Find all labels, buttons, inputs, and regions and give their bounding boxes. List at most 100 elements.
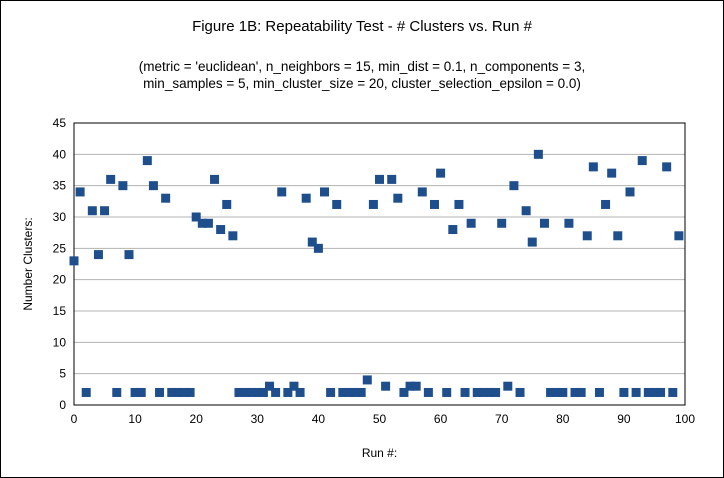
y-tick-label: 25 (53, 241, 67, 255)
data-point (539, 218, 549, 228)
data-point (637, 156, 647, 166)
x-tick-label: 20 (190, 412, 204, 426)
x-tick-label: 100 (675, 412, 695, 426)
data-point (521, 206, 531, 216)
data-point (381, 381, 391, 391)
data-point (509, 181, 519, 191)
data-point (552, 387, 562, 397)
x-axis-label: Run #: (362, 446, 397, 460)
data-point (240, 387, 250, 397)
data-point (631, 387, 641, 397)
data-point (155, 387, 165, 397)
data-point (75, 187, 85, 197)
data-point (179, 387, 189, 397)
data-point (423, 387, 433, 397)
data-point (607, 168, 617, 178)
data-point (576, 387, 586, 397)
y-tick-label: 0 (59, 398, 66, 412)
data-point (625, 187, 635, 197)
data-point (356, 387, 366, 397)
data-point (411, 381, 421, 391)
x-tick-label: 10 (128, 412, 142, 426)
data-point (93, 250, 103, 260)
data-point (656, 387, 666, 397)
data-point (368, 199, 378, 209)
data-point (148, 181, 158, 191)
data-point (197, 218, 207, 228)
y-tick-label: 30 (53, 210, 67, 224)
data-point (393, 193, 403, 203)
data-point (399, 387, 409, 397)
data-point (515, 387, 525, 397)
chart-subtitle-line-1: (metric = 'euclidean', n_neighbors = 15,… (138, 59, 586, 74)
x-tick-label: 80 (556, 412, 570, 426)
data-point (277, 187, 287, 197)
data-point (478, 387, 488, 397)
data-point (375, 174, 384, 184)
data-point (69, 256, 79, 266)
data-point (503, 381, 513, 391)
data-point (167, 387, 177, 397)
y-tick-label: 5 (59, 367, 66, 381)
chart-subtitle-line-2: min_samples = 5, min_cluster_size = 20, … (143, 76, 581, 91)
data-point (124, 250, 134, 260)
data-point (619, 387, 629, 397)
data-point (472, 387, 482, 397)
data-point (429, 199, 439, 209)
data-point (313, 243, 323, 253)
data-point (448, 225, 458, 235)
data-point (295, 387, 305, 397)
data-point (142, 156, 152, 166)
data-point (222, 199, 232, 209)
data-point (216, 225, 226, 235)
data-point (582, 231, 592, 241)
data-point (191, 212, 201, 222)
data-point (417, 187, 427, 197)
x-tick-label: 60 (434, 412, 448, 426)
data-point (527, 237, 537, 247)
y-tick-label: 40 (53, 147, 67, 161)
data-point (570, 387, 580, 397)
data-point (265, 381, 275, 391)
data-point (112, 387, 122, 397)
data-point (210, 174, 220, 184)
y-tick-label: 45 (53, 116, 67, 130)
data-point (283, 387, 293, 397)
data-point (320, 187, 330, 197)
data-point (326, 387, 336, 397)
data-point (87, 206, 97, 216)
y-tick-label: 20 (53, 273, 67, 287)
data-point (601, 199, 611, 209)
data-point (564, 218, 574, 228)
data-point (203, 218, 213, 228)
data-point (118, 181, 128, 191)
data-point (466, 218, 476, 228)
data-point (674, 231, 684, 241)
data-point (387, 174, 397, 184)
y-tick-label: 15 (53, 304, 67, 318)
data-point (136, 387, 146, 397)
data-point (546, 387, 556, 397)
data-point (252, 387, 262, 397)
data-point (234, 387, 244, 397)
data-point (100, 206, 110, 216)
x-tick-label: 40 (312, 412, 326, 426)
data-point (332, 199, 342, 209)
data-point (130, 387, 140, 397)
data-point (258, 387, 268, 397)
data-point (436, 168, 446, 178)
data-point (613, 231, 623, 241)
data-point (668, 387, 678, 397)
data-points (69, 149, 684, 397)
data-point (344, 387, 354, 397)
data-point (558, 387, 568, 397)
data-point (161, 193, 171, 203)
y-tick-label: 10 (53, 335, 67, 349)
data-point (271, 387, 281, 397)
x-tick-label: 70 (495, 412, 509, 426)
data-point (338, 387, 348, 397)
x-tick-label: 50 (373, 412, 387, 426)
data-point (246, 387, 256, 397)
data-point (460, 387, 470, 397)
